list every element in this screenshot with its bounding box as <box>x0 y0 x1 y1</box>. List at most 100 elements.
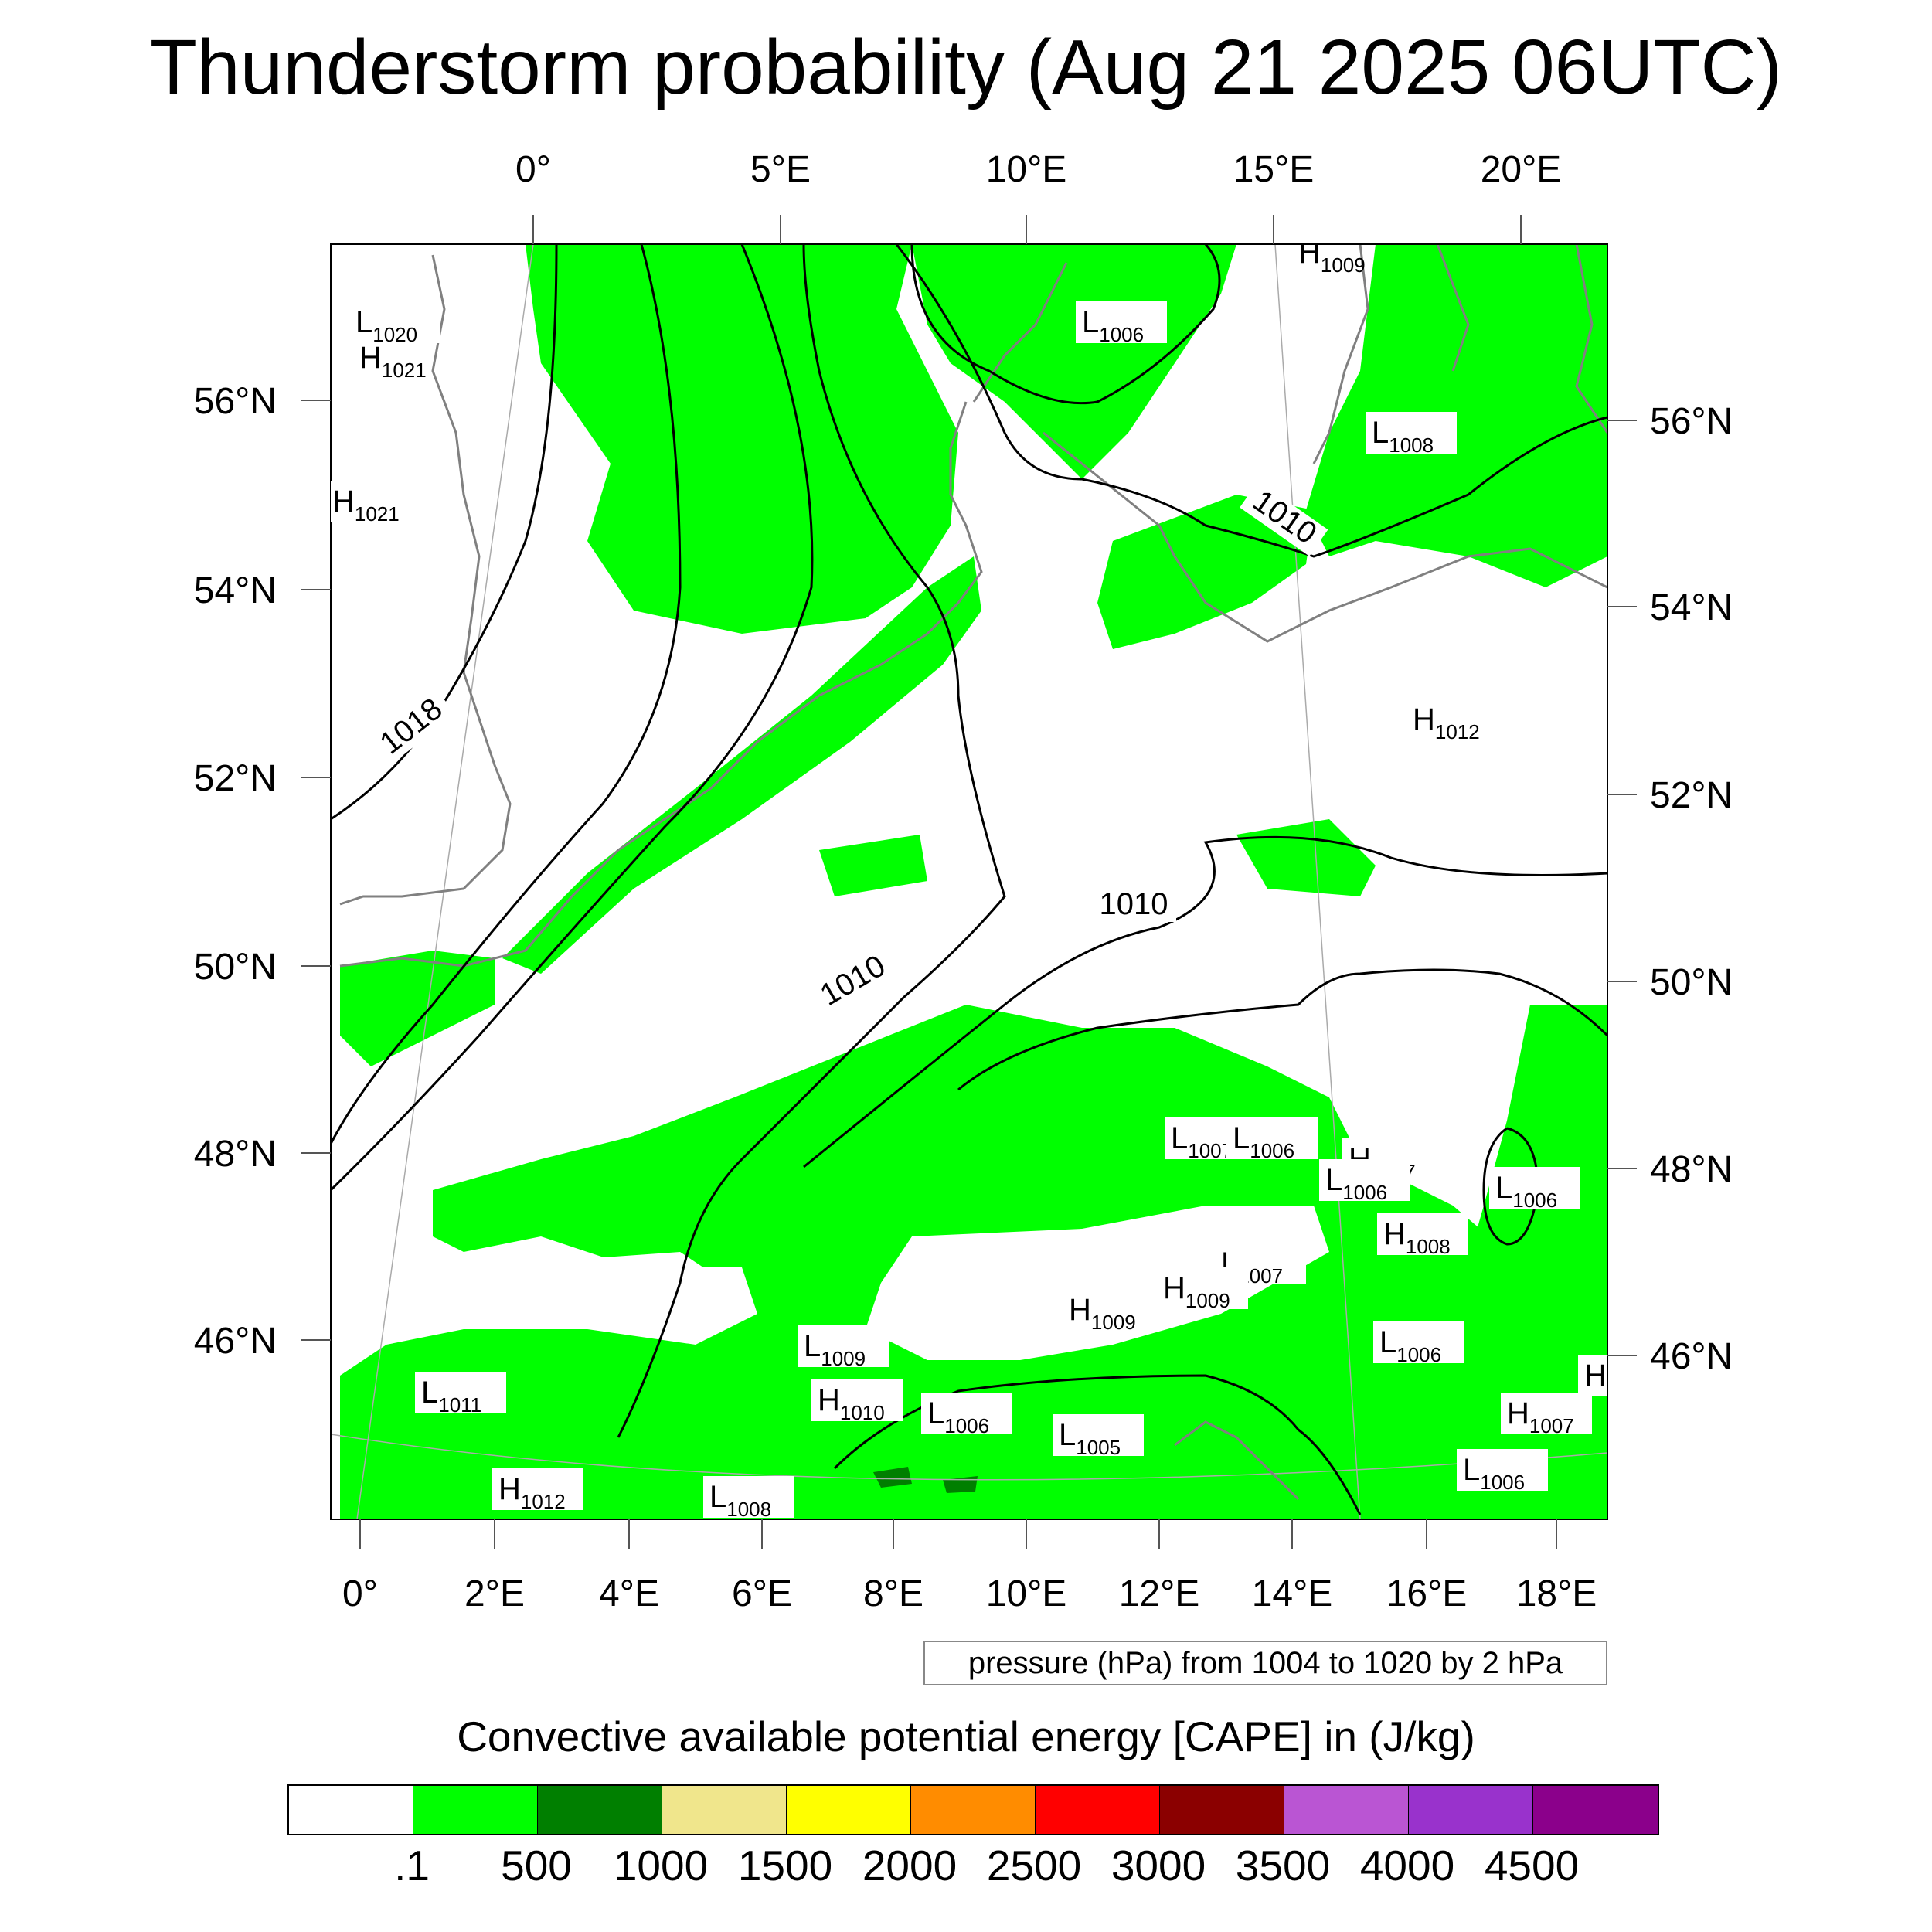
center-type: H <box>1413 702 1435 736</box>
lon-label-top: 10°E <box>986 149 1067 190</box>
colorbar-tick-label: 3500 <box>1235 1842 1331 1889</box>
colorbar-swatch <box>1409 1786 1533 1834</box>
svg-text:L1008: L1008 <box>1372 416 1434 457</box>
coastlines <box>339 244 1607 1501</box>
lon-label-bottom: 12°E <box>1119 1573 1200 1614</box>
center-type: L <box>1463 1453 1480 1487</box>
colorbar-tick-label: 2000 <box>862 1842 957 1889</box>
pressure-centers: L1020 H1021 H1021 L1006 H1009 L1008 H101… <box>331 244 1607 1521</box>
lon-label-top: 0° <box>515 149 551 190</box>
colorbar-tick-label: 4500 <box>1484 1842 1580 1889</box>
center-value: 1006 <box>1480 1471 1525 1494</box>
svg-text:L1008: L1008 <box>709 1480 771 1521</box>
lon-label-bottom: 8°E <box>863 1573 923 1614</box>
center-value: 1009 <box>1321 253 1366 277</box>
colorbar-swatch <box>911 1786 1036 1834</box>
colorbar-tick-label: 4000 <box>1359 1842 1455 1889</box>
colorbar-tick-label: 3000 <box>1111 1842 1206 1889</box>
center-type: L <box>1379 1325 1396 1359</box>
center-type: H <box>1163 1271 1185 1305</box>
lon-label-bottom: 2°E <box>464 1573 525 1614</box>
center-value: 1008 <box>1389 434 1434 457</box>
cape-area-netherlands-band <box>502 556 981 974</box>
svg-text:L1006: L1006 <box>1325 1163 1387 1204</box>
svg-text:L1006: L1006 <box>1495 1171 1557 1212</box>
colorbar-swatch <box>1160 1786 1284 1834</box>
center-type: L <box>1325 1163 1342 1197</box>
lon-label-top: 15°E <box>1233 149 1315 190</box>
colorbar-tick-label: 1500 <box>737 1842 833 1889</box>
map-title: Thunderstorm probability (Aug 21 2025 06… <box>149 24 1783 111</box>
colorbar-tick-label: 500 <box>501 1842 572 1889</box>
center-type: L <box>1495 1171 1512 1205</box>
lon-label-bottom: 18°E <box>1516 1573 1597 1614</box>
left-lat-labels: 56°N 54°N 52°N 50°N 48°N 46°N <box>194 381 277 1362</box>
colorbar-swatch <box>289 1786 413 1834</box>
cape-area-baltic-north <box>912 244 1236 479</box>
lon-label-top: 5°E <box>750 149 811 190</box>
colorbar-swatch <box>538 1786 662 1834</box>
center-type: H <box>1507 1396 1529 1430</box>
svg-text:L1020: L1020 <box>355 305 417 346</box>
isobar-1016 <box>331 244 682 1145</box>
center-value: 1005 <box>1076 1436 1121 1459</box>
isobar-1006-b <box>1482 1127 1539 1246</box>
svg-text:L1006: L1006 <box>1233 1121 1294 1162</box>
lat-label-left: 56°N <box>194 381 277 422</box>
center-type: L <box>927 1396 944 1430</box>
lat-label-left: 52°N <box>194 758 277 799</box>
lat-label-left: 54°N <box>194 570 277 611</box>
center-type: H <box>359 341 382 375</box>
center-value: 1006 <box>1396 1343 1441 1366</box>
svg-text:H1007: H1007 <box>1507 1396 1574 1437</box>
colorbar <box>287 1784 1659 1835</box>
svg-text:H1010: H1010 <box>818 1383 885 1424</box>
cape-area-dark-alps <box>873 1467 912 1488</box>
center-type: H <box>818 1383 840 1417</box>
lon-label-bottom: 16°E <box>1386 1573 1468 1614</box>
center-value: 1012 <box>1435 720 1480 743</box>
center-type: L <box>355 305 372 339</box>
colorbar-tick-label: 1000 <box>613 1842 709 1889</box>
isobar-1006 <box>833 1374 1362 1515</box>
center-value: 1006 <box>1250 1139 1294 1162</box>
lon-label-bottom: 0° <box>342 1573 378 1614</box>
svg-text:H1012: H1012 <box>498 1472 566 1513</box>
cape-area-dark-alps-2 <box>943 1476 978 1493</box>
cape-area-english-channel <box>340 951 495 1066</box>
map-frame <box>330 243 1608 1520</box>
center-value: 1006 <box>1512 1189 1557 1212</box>
lat-label-right: 48°N <box>1650 1149 1733 1190</box>
lat-label-left: 46°N <box>194 1321 277 1362</box>
center-type: L <box>804 1329 821 1363</box>
center-value: 1006 <box>944 1414 989 1437</box>
svg-text:L1009: L1009 <box>804 1329 866 1370</box>
isobar-label: 1010 <box>1100 887 1168 921</box>
center-type: L <box>1233 1121 1250 1155</box>
lat-label-right: 46°N <box>1650 1336 1733 1377</box>
lat-label-right: 50°N <box>1650 962 1733 1003</box>
cape-area-baltic-band <box>1097 495 1314 649</box>
center-type: H <box>1069 1293 1091 1327</box>
lat-label-left: 48°N <box>194 1134 277 1175</box>
svg-text:H1021: H1021 <box>359 341 427 382</box>
center-value: 1009 <box>821 1347 866 1370</box>
lat-label-right: 54°N <box>1650 587 1733 628</box>
isobar-1010-a <box>803 835 1607 1168</box>
svg-text:H1009: H1009 <box>1163 1271 1230 1312</box>
axis-ticks <box>301 215 1637 1549</box>
lat-label-right: 52°N <box>1650 775 1733 816</box>
lon-label-bottom: 14°E <box>1252 1573 1333 1614</box>
svg-text:H: H <box>1584 1359 1607 1393</box>
center-type: L <box>1171 1121 1188 1155</box>
center-value: 1007 <box>1529 1414 1574 1437</box>
colorbar-swatch <box>413 1786 538 1834</box>
center-value: 1021 <box>382 359 427 382</box>
center-type: H <box>498 1472 521 1506</box>
center-value: 1008 <box>1406 1235 1451 1258</box>
cape-area-north-sea <box>526 244 958 634</box>
svg-text:L1006: L1006 <box>1379 1325 1441 1366</box>
center-type: H <box>1584 1359 1607 1393</box>
colorbar-title: Convective available potential energy [C… <box>457 1713 1475 1760</box>
center-value: 1012 <box>521 1490 566 1513</box>
